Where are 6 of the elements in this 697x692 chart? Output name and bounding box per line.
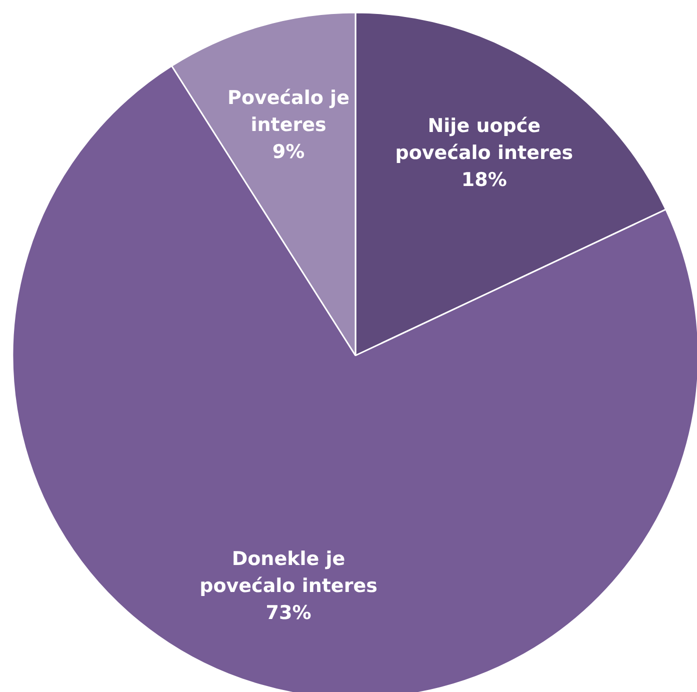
- slice-label: Donekle je povećalo interes: [200, 548, 378, 598]
- data-label: 18%: [461, 168, 507, 191]
- data-label: 9%: [272, 140, 305, 163]
- slice-label: Nije uopće povećalo interes: [395, 114, 574, 164]
- slice-label: Povećalo je interes: [228, 86, 350, 136]
- data-label: 73%: [266, 602, 312, 624]
